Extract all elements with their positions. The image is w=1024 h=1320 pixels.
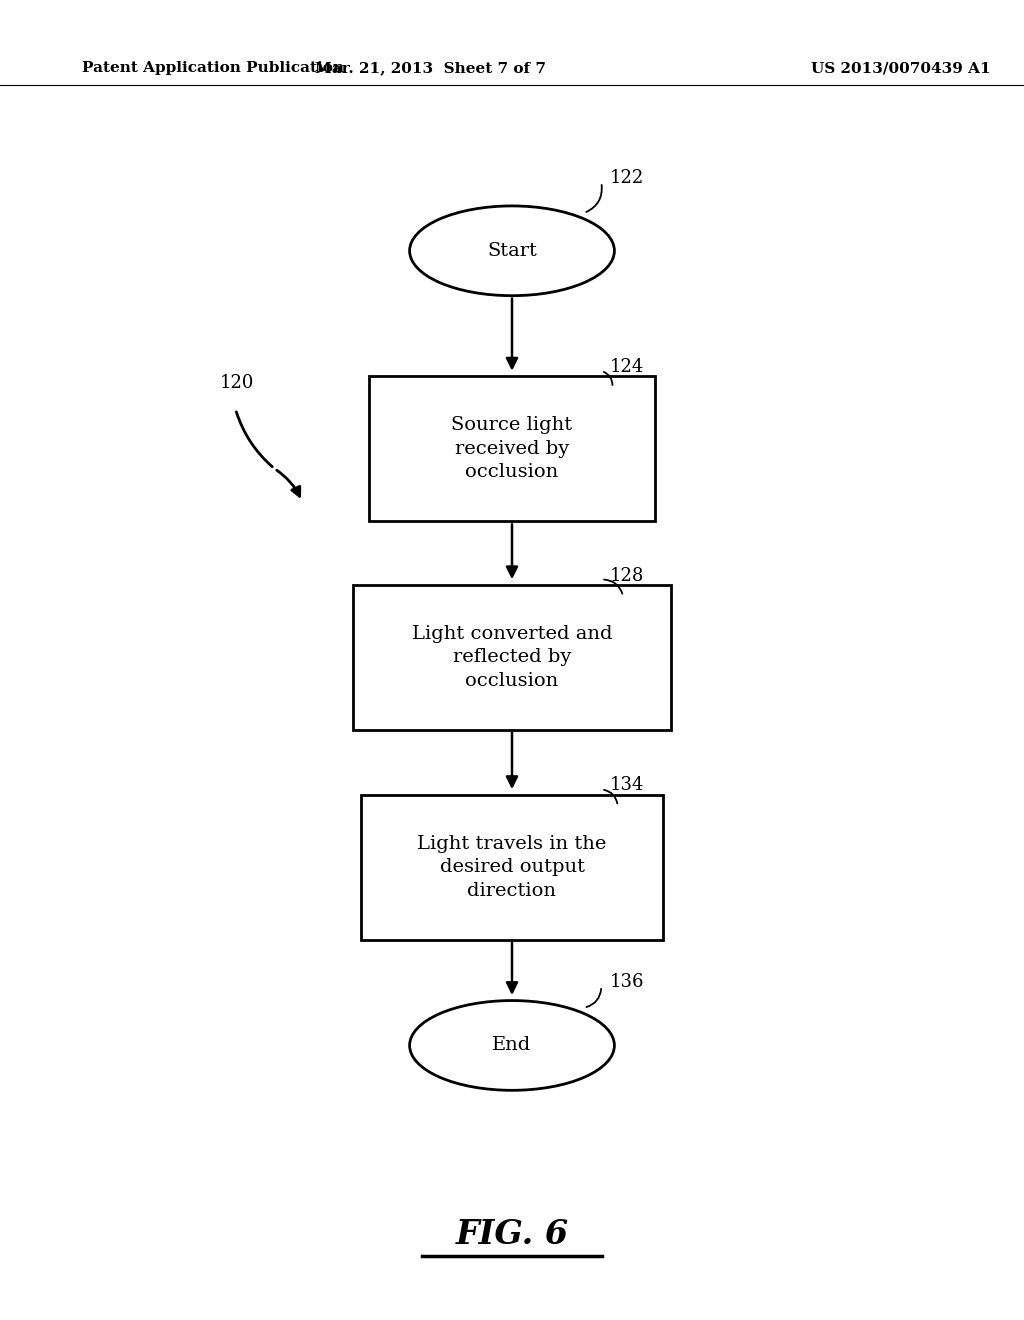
Text: FIG. 6: FIG. 6 xyxy=(456,1217,568,1251)
Text: 134: 134 xyxy=(609,776,644,795)
Text: Mar. 21, 2013  Sheet 7 of 7: Mar. 21, 2013 Sheet 7 of 7 xyxy=(314,61,546,75)
Text: 124: 124 xyxy=(609,358,643,376)
FancyBboxPatch shape xyxy=(353,585,671,730)
FancyBboxPatch shape xyxy=(361,795,664,940)
Text: Patent Application Publication: Patent Application Publication xyxy=(82,61,344,75)
Ellipse shape xyxy=(410,206,614,296)
Text: Light converted and
reflected by
occlusion: Light converted and reflected by occlusi… xyxy=(412,624,612,690)
Text: 122: 122 xyxy=(609,169,643,187)
Text: Start: Start xyxy=(487,242,537,260)
Text: US 2013/0070439 A1: US 2013/0070439 A1 xyxy=(811,61,991,75)
Text: 128: 128 xyxy=(609,566,644,585)
Text: Light travels in the
desired output
direction: Light travels in the desired output dire… xyxy=(418,834,606,900)
Text: Source light
received by
occlusion: Source light received by occlusion xyxy=(452,416,572,482)
Ellipse shape xyxy=(410,1001,614,1090)
Text: End: End xyxy=(493,1036,531,1055)
Text: 120: 120 xyxy=(220,374,255,392)
FancyBboxPatch shape xyxy=(369,376,655,521)
Text: 136: 136 xyxy=(609,973,644,991)
